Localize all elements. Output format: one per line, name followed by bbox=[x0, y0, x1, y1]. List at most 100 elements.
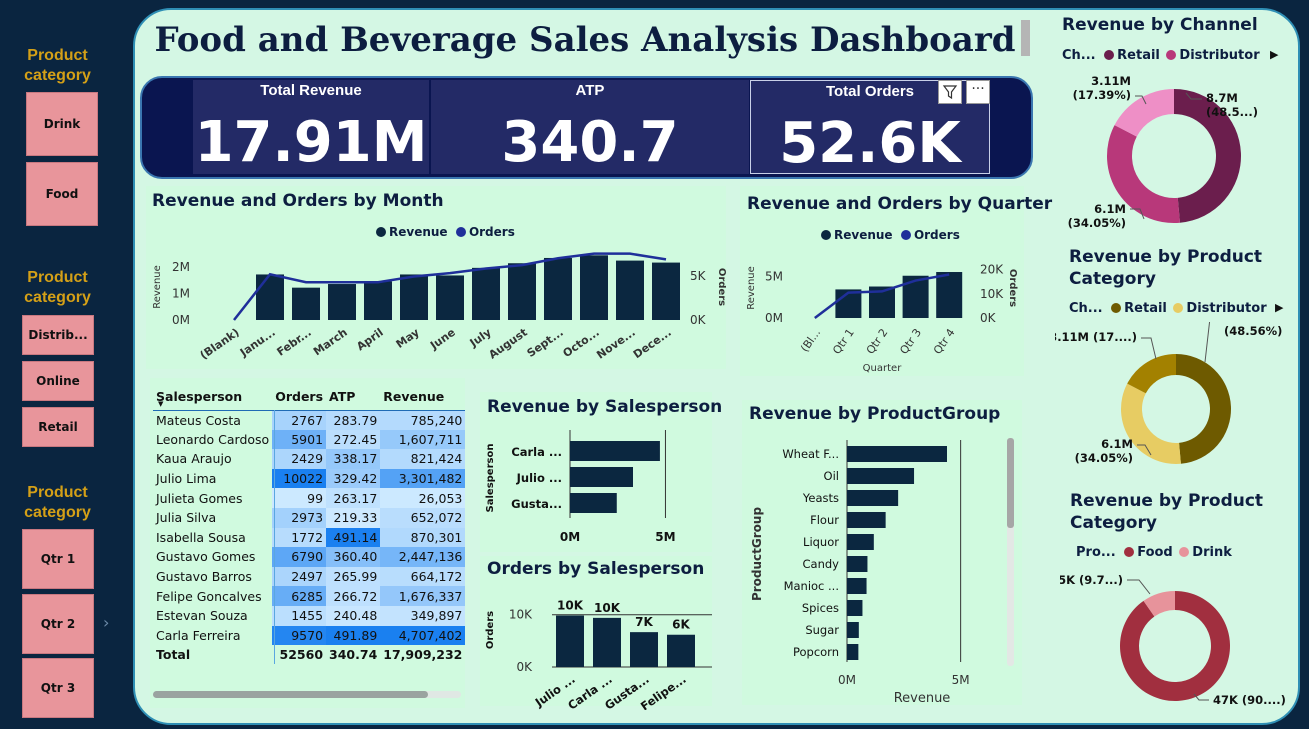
legend-distributor[interactable]: Distributor bbox=[1186, 301, 1267, 316]
legend-next-icon[interactable]: ▶ bbox=[1270, 48, 1279, 61]
cell-atp: 491.89 bbox=[326, 625, 381, 646]
x-tick-label: Qtr 2 bbox=[864, 326, 891, 356]
total-cell: Total bbox=[156, 647, 191, 663]
y-axis-label: Revenue bbox=[746, 266, 757, 310]
quarter-chart-title: Revenue and Orders by Quarter bbox=[747, 194, 1053, 214]
slicer-online[interactable]: Online bbox=[22, 361, 94, 401]
month-chart-svg: 2M 1M 0M 5K 0K Revenue Orders (Blank)Janu...Feb… bbox=[152, 252, 726, 362]
table-row[interactable]: Gustavo Barros 2497 265.99 664,172 bbox=[153, 566, 466, 587]
table-row[interactable]: Julia Silva 2973 219.33 652,072 bbox=[153, 507, 466, 528]
slice-label: 8.7M bbox=[1206, 91, 1238, 105]
legend-distributor-dot bbox=[1173, 303, 1184, 313]
x-tick-label: Janu... bbox=[237, 326, 278, 360]
legend-distributor[interactable]: Distributor bbox=[1179, 48, 1260, 63]
total-cell: 340.74 bbox=[329, 647, 378, 663]
productgroup-bar bbox=[847, 622, 859, 638]
kpi-atp[interactable]: ATP 340.7 bbox=[431, 80, 749, 175]
cell-atp: 263.17 bbox=[326, 488, 381, 508]
chevron-right-icon[interactable]: › bbox=[103, 613, 110, 632]
x-tick-label: July bbox=[467, 326, 494, 350]
cell-revenue: 652,072 bbox=[380, 507, 466, 528]
cell-revenue: 4,707,402 bbox=[380, 625, 466, 646]
cell-atp: 360.40 bbox=[326, 547, 381, 567]
revenue-bar bbox=[364, 281, 392, 320]
legend-food[interactable]: Food bbox=[1137, 545, 1173, 560]
sort-desc-icon[interactable]: ▼ bbox=[158, 400, 164, 408]
table-row[interactable]: Julieta Gomes 99 263.17 26,053 bbox=[153, 488, 466, 508]
kpi-total-revenue[interactable]: Total Revenue 17.91M bbox=[193, 80, 429, 175]
y-axis-label: Revenue bbox=[152, 265, 163, 309]
dashboard-title: Food and Beverage Sales Analysis Dashboa… bbox=[154, 20, 1016, 60]
slicer-food[interactable]: Food bbox=[26, 162, 98, 226]
y2-tick: 20K bbox=[980, 263, 1004, 277]
table-row[interactable]: Isabella Sousa 1772 491.14 870,301 bbox=[153, 527, 466, 548]
donut-slice bbox=[1121, 383, 1181, 464]
table-row[interactable]: Julio Lima 10022 329.42 3,301,482 bbox=[153, 468, 466, 489]
slicer-qtr1[interactable]: Qtr 1 bbox=[22, 529, 94, 589]
leader-line bbox=[1127, 579, 1151, 595]
productgroup-bar bbox=[847, 512, 886, 528]
legend-retail[interactable]: Retail bbox=[1117, 48, 1160, 63]
prodgroup-title: Revenue by ProductGroup bbox=[749, 404, 1001, 424]
cell-revenue: 870,301 bbox=[380, 527, 466, 548]
kpi-total-orders[interactable]: Total Orders 52.6K bbox=[750, 80, 990, 176]
slicer-qtr3[interactable]: Qtr 3 bbox=[22, 658, 94, 718]
table-hscroll-thumb[interactable] bbox=[153, 691, 428, 698]
table-row[interactable]: Felipe Goncalves 6285 266.72 1,676,337 bbox=[153, 586, 466, 606]
slicer-qtr2[interactable]: Qtr 2 bbox=[22, 594, 94, 654]
prodgroup-scrollbar-thumb[interactable] bbox=[1007, 438, 1014, 528]
cell-salesperson: Felipe Goncalves bbox=[156, 588, 262, 604]
x-tick: 0M bbox=[560, 530, 580, 544]
y2-tick: 5K bbox=[690, 269, 707, 283]
quarter-chart-svg: 5M 0M 20K 10K 0K Revenue Orders Quarter (Bl... Qt… bbox=[746, 263, 1018, 374]
orders-bar bbox=[667, 634, 695, 667]
orders-line bbox=[233, 252, 667, 321]
filter-icon[interactable] bbox=[938, 80, 962, 104]
y-axis-label: ProductGroup bbox=[750, 507, 764, 601]
legend-next-icon[interactable]: ▶ bbox=[1275, 301, 1284, 314]
slicer-distributor[interactable]: Distrib... bbox=[22, 315, 94, 355]
legend-orders: Orders bbox=[468, 225, 515, 239]
prodgroup-scrollbar[interactable] bbox=[1007, 438, 1014, 666]
cat1-donut-svg: 8.7M(48.56%) 6.1M(34.05%) 3.11M (17....) bbox=[1055, 322, 1282, 465]
kpi-value: 17.91M bbox=[194, 110, 428, 175]
channel-donut-svg: 8.7M(48.5...) 6.1M(34.05%) 3.11M(17.39%) bbox=[1068, 74, 1258, 230]
table-hscroll[interactable] bbox=[153, 691, 461, 698]
total-row: Total 52560 340.74 17,909,232 bbox=[153, 645, 465, 665]
cat1-donut-legend: Ch... Retail Distributor bbox=[1069, 301, 1267, 316]
legend-prefix: Ch... bbox=[1069, 301, 1103, 316]
y-tick: 10K bbox=[509, 608, 533, 622]
col-revenue[interactable]: Revenue bbox=[383, 389, 445, 405]
legend-retail[interactable]: Retail bbox=[1124, 301, 1167, 316]
y-tick: 5M bbox=[765, 270, 783, 284]
y2-tick: 0K bbox=[980, 311, 997, 325]
table-row[interactable]: Leonardo Cardoso 5901 272.45 1,607,711 bbox=[153, 429, 466, 450]
y-tick-label: Spices bbox=[802, 601, 839, 615]
table-row[interactable]: Carla Ferreira 9570 491.89 4,707,402 bbox=[153, 625, 466, 646]
slicer-retail[interactable]: Retail bbox=[22, 407, 94, 447]
kpi-label: ATP bbox=[575, 82, 605, 99]
total-cell: 17,909,232 bbox=[383, 647, 463, 663]
table-row[interactable]: Mateus Costa 2767 283.79 785,240 bbox=[153, 410, 466, 430]
cell-orders: 1455 bbox=[272, 605, 327, 626]
y-tick-label: Flour bbox=[810, 513, 839, 527]
legend-drink[interactable]: Drink bbox=[1192, 545, 1232, 560]
col-salesperson[interactable]: Salesperson bbox=[156, 389, 243, 405]
cell-atp: 283.79 bbox=[326, 410, 381, 430]
slicer-drink[interactable]: Drink bbox=[26, 92, 98, 156]
table-row[interactable]: Kaua Araujo 2429 338.17 821,424 bbox=[153, 449, 466, 469]
cell-orders: 1772 bbox=[272, 527, 327, 548]
more-options-icon[interactable]: ··· bbox=[966, 80, 990, 104]
y-tick-label: Sugar bbox=[805, 623, 839, 637]
col-atp[interactable]: ATP bbox=[329, 389, 356, 405]
y-tick: 2M bbox=[172, 260, 190, 274]
scrollbar-thumb[interactable] bbox=[1021, 20, 1030, 56]
y-tick: 0M bbox=[172, 313, 190, 327]
col-orders[interactable]: Orders bbox=[275, 389, 324, 405]
table-row[interactable]: Estevan Souza 1455 240.48 349,897 bbox=[153, 605, 466, 626]
slice-label: 6.1M bbox=[1094, 202, 1126, 216]
x-tick-label: Octo... bbox=[560, 326, 601, 360]
table-row[interactable]: Gustavo Gomes 6790 360.40 2,447,136 bbox=[153, 547, 466, 567]
cell-revenue: 1,607,711 bbox=[380, 429, 466, 450]
